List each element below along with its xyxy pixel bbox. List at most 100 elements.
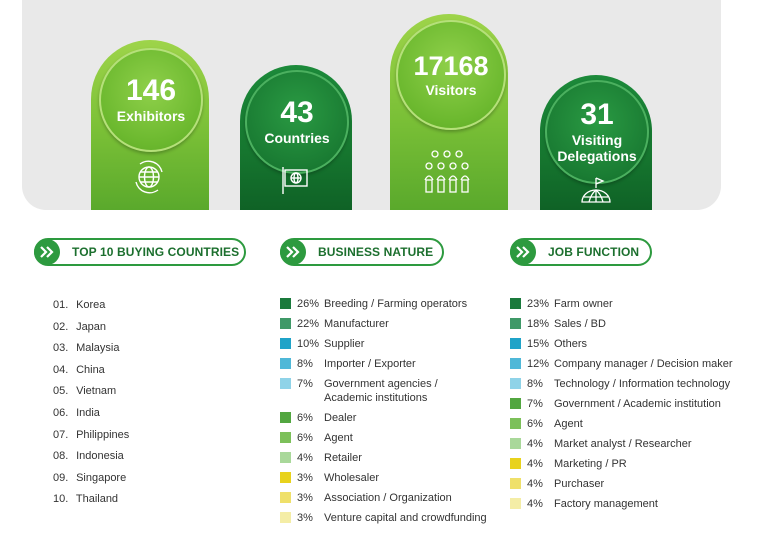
list-item: 05. Vietnam [53, 383, 129, 405]
legend-label: Association / Organization [324, 492, 452, 504]
legend-item: 15% Others [510, 337, 760, 357]
job-function-title: JOB FUNCTION [548, 245, 640, 259]
legend-swatch [280, 432, 291, 443]
legend-percent: 10% [297, 338, 320, 350]
legend-percent: 7% [297, 378, 313, 390]
legend-percent: 3% [297, 512, 313, 524]
business-nature-title: BUSINESS NATURE [318, 245, 434, 259]
list-item: 03. Malaysia [53, 340, 129, 362]
country-name: Japan [76, 320, 107, 333]
legend-percent: 6% [297, 412, 313, 424]
legend-label: Market analyst / Researcher [554, 438, 692, 450]
countries-label: Countries [264, 130, 330, 146]
country-name: China [76, 363, 105, 376]
legend-label: Importer / Exporter [324, 358, 416, 370]
business-nature-header: BUSINESS NATURE [280, 238, 444, 266]
legend-percent: 22% [297, 318, 320, 330]
legend-swatch [510, 298, 521, 309]
legend-percent: 8% [527, 378, 543, 390]
dome-flag-icon [581, 177, 611, 203]
list-item: 02. Japan [53, 319, 129, 341]
list-index: 03. [53, 342, 69, 355]
countries-list: 01. Korea 02. Japan 03. Malaysia 04. Chi… [53, 297, 129, 513]
legend-item: 3% Wholesaler [280, 471, 495, 491]
legend-swatch [280, 358, 291, 369]
legend-label: Agent [554, 418, 583, 430]
legend-label: Government agencies / Academic instituti… [324, 378, 438, 404]
globe-icon [135, 160, 163, 194]
list-item: 07. Philippines [53, 427, 129, 449]
legend-item: 8% Technology / Information technology [510, 377, 760, 397]
legend-label: Retailer [324, 452, 362, 464]
legend-swatch [510, 398, 521, 409]
legend-percent: 6% [527, 418, 543, 430]
legend-label: Farm owner [554, 298, 613, 310]
legend-item: 18% Sales / BD [510, 317, 760, 337]
chevron-right-icon [280, 239, 306, 265]
country-name: Philippines [76, 428, 130, 441]
legend-swatch [510, 378, 521, 389]
top-countries-header: TOP 10 BUYING COUNTRIES [34, 238, 246, 266]
legend-swatch [510, 438, 521, 449]
list-index: 07. [53, 428, 69, 441]
country-name: Singapore [76, 471, 127, 484]
legend-percent: 3% [297, 492, 313, 504]
country-name: Thailand [75, 493, 119, 506]
legend-label: Sales / BD [554, 318, 606, 330]
country-name: India [76, 406, 100, 419]
flag-globe-icon [282, 167, 308, 194]
legend-swatch [280, 512, 291, 523]
legend-label: Technology / Information technology [554, 378, 731, 390]
legend-percent: 4% [527, 498, 543, 510]
legend-label: Venture capital and crowdfunding [324, 512, 487, 524]
legend-item: 22% Manufacturer [280, 317, 495, 337]
legend-swatch [510, 358, 521, 369]
countries-stat: 43 Countries [245, 70, 349, 174]
legend-swatch [280, 492, 291, 503]
exhibitors-value: 146 [125, 74, 177, 107]
legend-percent: 4% [297, 452, 313, 464]
legend-item: 8% Importer / Exporter [280, 357, 495, 377]
legend-label: Factory management [554, 498, 658, 510]
list-item: 04. China [53, 362, 129, 384]
legend-item: 7% Government agencies / Academic institu… [280, 377, 495, 411]
legend-label: Breeding / Farming operators [324, 298, 468, 310]
legend-percent: 4% [527, 478, 543, 490]
legend-label: Wholesaler [324, 472, 380, 484]
job-function-legend: 23% Farm owner 18% Sales / BD 15% Others 12… [510, 297, 760, 517]
visitors-stat: 17168 Visitors [396, 20, 506, 130]
list-index: 08. [53, 450, 69, 463]
country-name: Vietnam [76, 385, 117, 398]
countries-value: 43 [280, 96, 314, 129]
legend-item: 7% Government / Academic institution [510, 397, 760, 417]
legend-item: 23% Farm owner [510, 297, 760, 317]
legend-swatch [510, 418, 521, 429]
chevron-right-icon [510, 239, 536, 265]
legend-swatch [280, 452, 291, 463]
legend-percent: 23% [527, 298, 550, 310]
legend-item: 6% Dealer [280, 411, 495, 431]
list-item: 08. Indonesia [53, 448, 129, 470]
country-name: Indonesia [76, 450, 124, 463]
legend-percent: 3% [297, 472, 313, 484]
legend-percent: 12% [527, 358, 550, 370]
delegations-value: 31 [580, 98, 614, 131]
legend-percent: 8% [297, 358, 313, 370]
legend-item: 3% Association / Organization [280, 491, 495, 511]
list-index: 01. [53, 299, 69, 311]
list-index: 06. [53, 406, 69, 419]
legend-item: 26% Breeding / Farming operators [280, 297, 495, 317]
legend-label: Manufacturer [324, 318, 389, 330]
exhibitors-stat: 146 Exhibitors [99, 48, 203, 152]
job-function-header: JOB FUNCTION [510, 238, 652, 266]
legend-item: 4% Retailer [280, 451, 495, 471]
legend-label: Others [554, 338, 588, 350]
list-item: 01. Korea [53, 297, 129, 319]
legend-label: Agent [324, 432, 353, 444]
legend-item: 4% Marketing / PR [510, 457, 760, 477]
legend-label: Marketing / PR [554, 458, 627, 470]
list-index: 09. [53, 471, 69, 484]
legend-swatch [280, 318, 291, 329]
legend-percent: 26% [297, 298, 320, 310]
list-index: 04. [53, 363, 69, 376]
